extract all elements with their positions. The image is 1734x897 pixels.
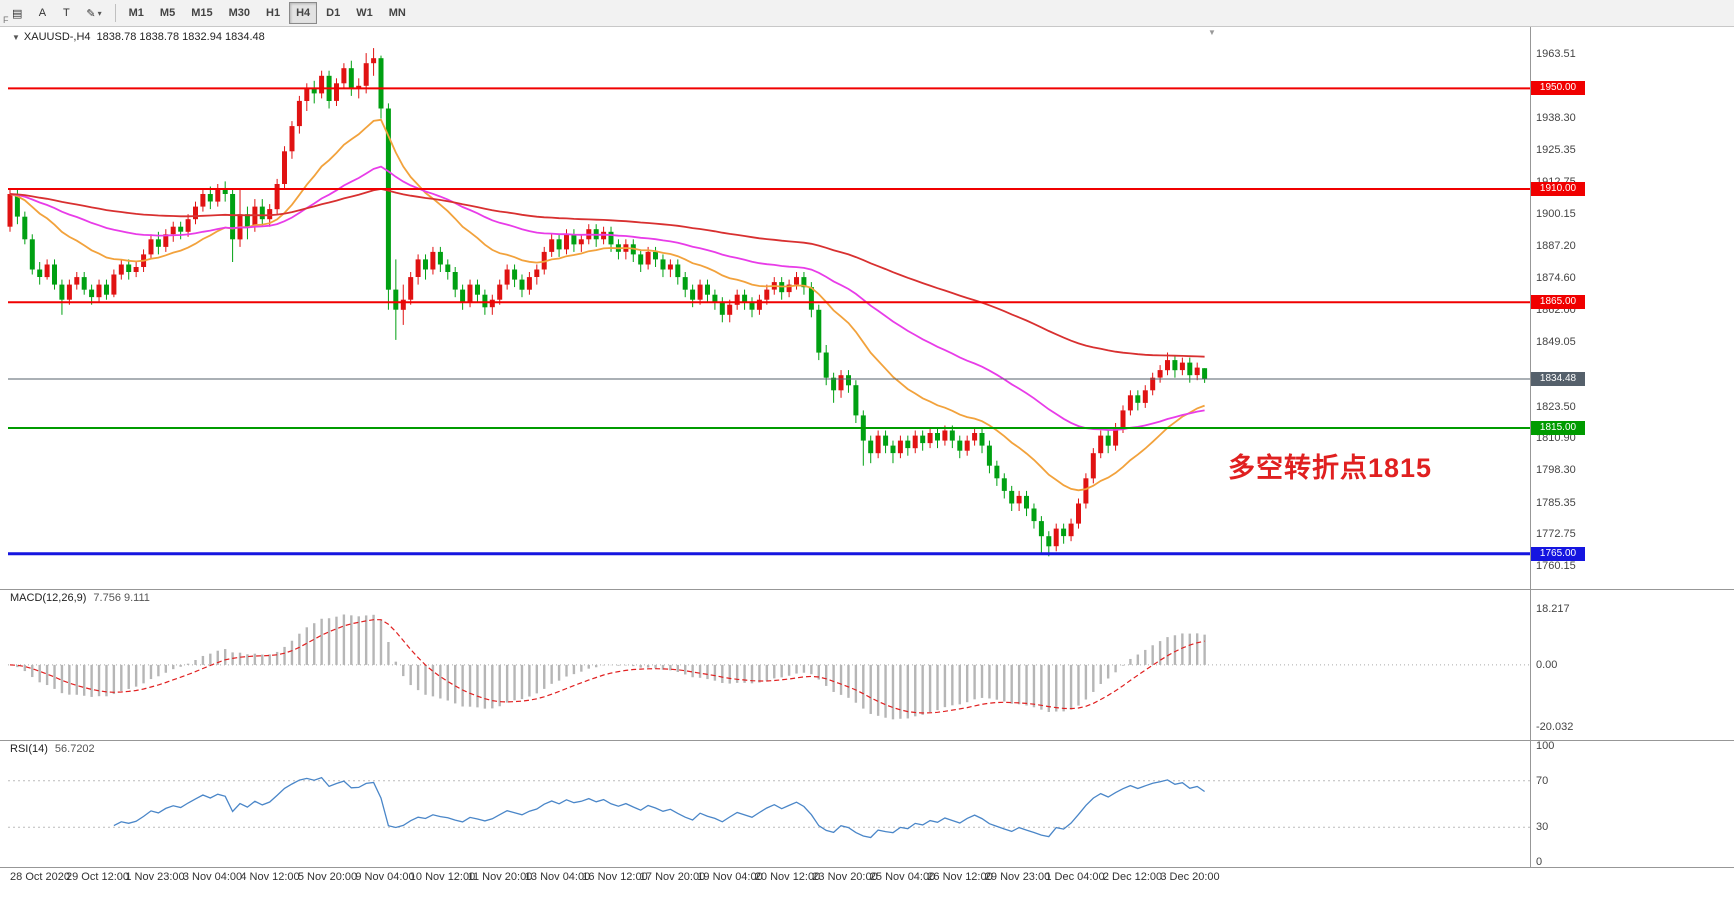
timeframe-d1-button[interactable]: D1 <box>319 2 347 24</box>
timeframe-m30-button[interactable]: M30 <box>222 2 257 24</box>
chart-annotation-text[interactable]: 多空转折点1815 <box>1228 453 1433 483</box>
time-axis[interactable] <box>0 868 1530 893</box>
pencil-icon: ✎ <box>86 7 96 20</box>
font-tool-button[interactable]: A <box>31 2 53 24</box>
toolbar-grip-label: F <box>3 15 9 25</box>
toolbar-separator <box>114 4 116 22</box>
symbol-info: ▼ XAUUSD-,H4 1838.78 1838.78 1832.94 1834.… <box>12 31 265 43</box>
text-tool-button[interactable]: T <box>55 2 77 24</box>
timeframe-m5-button[interactable]: M5 <box>153 2 182 24</box>
time-axis-border <box>0 867 1734 868</box>
chart-shift-marker-icon[interactable]: ▼ <box>1208 28 1216 37</box>
symbol-title: XAUUSD-,H4 <box>23 31 91 43</box>
price-axis-border <box>1530 27 1531 867</box>
timeframe-mn-button[interactable]: MN <box>382 2 413 24</box>
rsi-name: RSI(14) <box>10 743 48 755</box>
rsi-value: 56.7202 <box>54 743 95 755</box>
timeframe-w1-button[interactable]: W1 <box>349 2 380 24</box>
price-macd-panel-divider[interactable] <box>0 589 1734 590</box>
macd-indicator-label: MACD(12,26,9) 7.756 9.111 <box>10 592 150 604</box>
timeframe-m1-button[interactable]: M1 <box>122 2 151 24</box>
macd-name: MACD(12,26,9) <box>10 592 87 604</box>
chevron-down-icon: ▼ <box>12 33 20 42</box>
macd-values: 7.756 9.111 <box>93 592 150 604</box>
draw-tool-dropdown[interactable]: ✎ ▾ <box>79 2 108 24</box>
chart-window-icon[interactable]: ▤ <box>5 2 29 24</box>
timeframe-h1-button[interactable]: H1 <box>259 2 287 24</box>
timeframe-m15-button[interactable]: M15 <box>184 2 219 24</box>
timeframe-h4-button[interactable]: H4 <box>289 2 318 24</box>
chevron-down-icon: ▾ <box>97 8 102 18</box>
macd-rsi-panel-divider[interactable] <box>0 740 1734 741</box>
rsi-indicator-label: RSI(14) 56.7202 <box>10 743 95 755</box>
toolbar: ▤ A T ✎ ▾ M1 M5 M15 M30 H1 H4 D1 W1 MN <box>0 0 1734 27</box>
symbol-ohlc: 1838.78 1838.78 1832.94 1834.48 <box>96 31 265 43</box>
price-axis[interactable] <box>1531 27 1621 867</box>
